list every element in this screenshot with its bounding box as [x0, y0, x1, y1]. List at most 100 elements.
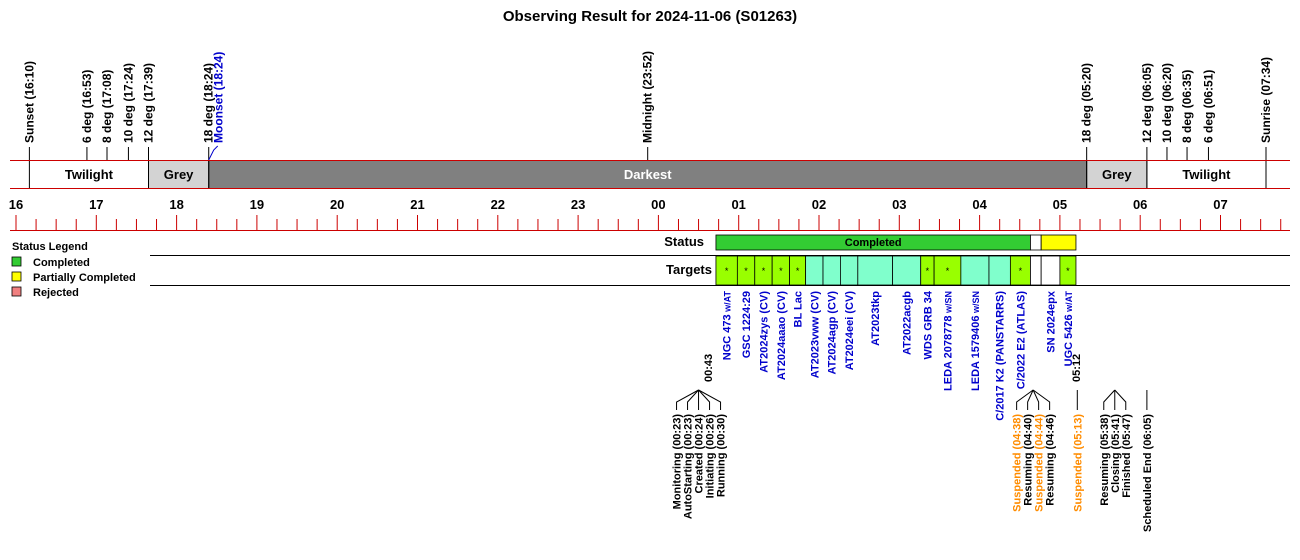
sun-event-label: 12 deg (17:39): [141, 63, 155, 143]
session-event-label: Running (00:30): [716, 414, 728, 497]
session-event-label: Closing (05:41): [1110, 414, 1122, 493]
hour-tick-label: 00: [651, 197, 665, 212]
sun-event-label: 18 deg (05:20): [1080, 63, 1094, 143]
sky-band-twilight: [1146, 161, 1267, 188]
target-name-label: GSC 1224:29: [741, 291, 753, 358]
target-name-label: BL Lac: [793, 291, 805, 327]
target-name-label: UGC 5426 w/AT: [1063, 291, 1075, 367]
target-name-label: AT2024zys (CV): [758, 291, 770, 373]
hour-tick-label: 23: [571, 197, 585, 212]
target-name: C/2022 E2 (ATLAS): [1015, 291, 1027, 390]
session-event-tick: [1032, 389, 1051, 410]
legend-item-label: Partially Completed: [33, 272, 136, 284]
session-event-label: Finished (05:47): [1121, 414, 1133, 498]
session-event-label: Suspended (04:44): [1034, 414, 1046, 512]
targets-row-label: Targets: [666, 262, 712, 277]
sky-band-label: Twilight: [65, 167, 114, 182]
target-name-label: AT2024agp (CV): [827, 291, 839, 375]
hour-tick-label: 04: [972, 197, 987, 212]
target-name-label: C/2017 K2 (PANSTARRS): [995, 291, 1007, 421]
session-event-label: Monitoring (00:23): [672, 414, 684, 510]
session-event-tick: [1032, 389, 1040, 410]
hour-tick-label: 06: [1133, 197, 1147, 212]
session-event-label: Resuming (04:46): [1045, 414, 1057, 506]
status-bar: [1030, 234, 1042, 251]
sky-band-label: Darkest: [624, 167, 672, 182]
sun-event-label: 6 deg (16:53): [80, 70, 94, 143]
session-event-tick: [687, 389, 699, 410]
target-name-label: SN 2024epx: [1046, 290, 1058, 353]
session-event-tick: [698, 389, 711, 410]
target-completed-mark: *: [1019, 266, 1023, 276]
hour-tick-label: 05: [1053, 197, 1067, 212]
target-suffix: w/SN: [943, 291, 953, 316]
status-bar-label: Completed: [845, 237, 902, 249]
target-name: AT2024agp (CV): [827, 291, 839, 375]
sun-event-label: 10 deg (17:24): [121, 63, 135, 143]
session-event-tick: [1016, 389, 1034, 410]
target-completed-mark: *: [796, 266, 800, 276]
session-event-tick: [1027, 389, 1034, 410]
sun-event-label: 18 deg (18:24): [202, 63, 216, 143]
target-block: [857, 255, 894, 286]
hour-tick-label: 02: [812, 197, 826, 212]
target-completed-mark: *: [946, 266, 950, 276]
target-block: [1030, 255, 1042, 286]
target-name: SN 2024epx: [1046, 290, 1058, 353]
hour-tick-label: 18: [169, 197, 183, 212]
sun-event-label: 6 deg (06:51): [1201, 70, 1215, 143]
target-name: LEDA 1579406: [970, 316, 982, 391]
legend-item-label: Rejected: [33, 287, 79, 299]
sun-event-label: Sunrise (07:34): [1259, 57, 1273, 143]
session-event-label: Scheduled End (06:05): [1142, 414, 1154, 532]
hour-tick-label: 19: [250, 197, 264, 212]
target-name: GSC 1224:29: [741, 291, 753, 358]
target-block: [840, 255, 859, 286]
target-name: AT2023tkp: [870, 291, 882, 346]
target-name-label: C/2022 E2 (ATLAS): [1015, 291, 1027, 390]
target-suffix: w/AT: [1064, 291, 1074, 315]
session-event-tick: [1114, 389, 1127, 410]
sky-band-twilight: [29, 161, 149, 188]
moonset-tick: [208, 145, 219, 161]
target-block: [892, 255, 922, 286]
sky-band-label: Grey: [164, 167, 194, 182]
sky-band-grey: [1086, 161, 1147, 188]
target-labels: 00:43 05:12 NGC 473 w/AT GSC 1224:29 AT2024z…: [703, 290, 1083, 421]
session-events: Monitoring (00:23) AutoStarting (00:23) Cr…: [672, 389, 1154, 532]
moonset-label: Moonset (18:24): [212, 52, 226, 143]
target-block: [1059, 255, 1077, 286]
session-event-label: Initiating (00:26): [705, 414, 717, 499]
hour-tick-label: 16: [9, 197, 23, 212]
target-name: AT2024zys (CV): [758, 291, 770, 373]
target-completed-mark: *: [926, 266, 930, 276]
session-event-label: Suspended (05:13): [1072, 414, 1084, 512]
session-event-label: AutoStarting (00:23): [683, 414, 695, 519]
target-name-label: AT2023tkp: [870, 291, 882, 346]
hour-tick-label: 21: [410, 197, 424, 212]
target-suffix: w/AT: [723, 291, 733, 315]
session-event-label: Suspended (04:38): [1012, 414, 1024, 512]
hour-tick-label: 07: [1213, 197, 1227, 212]
sun-event-label: 8 deg (06:35): [1180, 70, 1194, 143]
start-time-label: 00:43: [703, 354, 715, 382]
sun-event-label: 12 deg (06:05): [1140, 63, 1154, 143]
target-name: AT2024aaao (CV): [776, 291, 788, 380]
target-name-label: LEDA 2078778 w/SN: [942, 291, 954, 391]
sun-event-label: Sunset (16:10): [22, 61, 36, 143]
session-event-tick: [1103, 389, 1116, 410]
target-completed-mark: *: [744, 266, 748, 276]
target-block: [1040, 255, 1061, 286]
status-row-label: Status: [664, 234, 704, 249]
chart-title: Observing Result for 2024-11-06 (S01263): [503, 8, 797, 25]
sky-band-darkest: [208, 161, 1087, 188]
sky-band: Twilight Grey Darkest Grey Twilight: [10, 160, 1290, 189]
target-block: [933, 255, 962, 286]
target-name: WDS GRB 34: [922, 290, 934, 359]
session-event-label: Created (00:24): [694, 414, 706, 494]
target-name-label: NGC 473 w/AT: [722, 291, 734, 361]
target-name-label: AT2022acgb: [902, 291, 914, 355]
session-event-label: Resuming (05:38): [1099, 414, 1111, 506]
target-completed-mark: *: [1066, 266, 1070, 276]
